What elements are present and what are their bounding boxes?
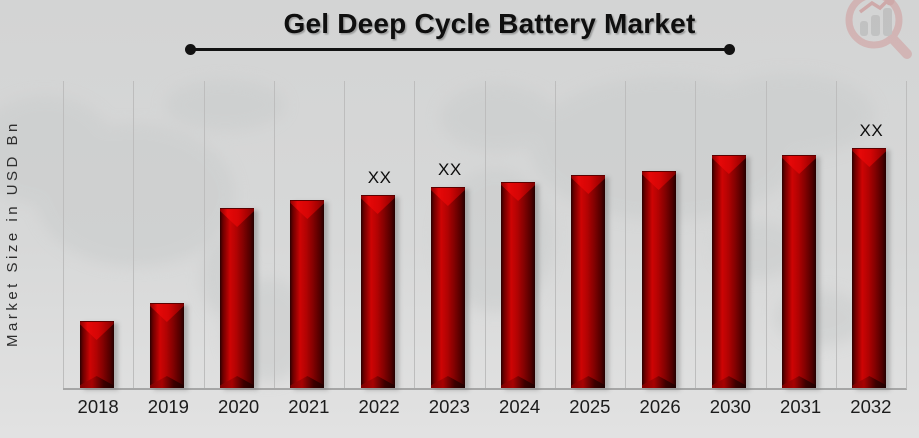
chart-title: Gel Deep Cycle Battery Market — [283, 8, 696, 39]
x-axis-label-2020: 2020 — [218, 396, 260, 417]
x-axis-label-2031: 2031 — [780, 396, 822, 417]
title-underline — [185, 44, 735, 55]
bar-2030 — [711, 155, 746, 388]
chart-column-2018 — [63, 81, 133, 388]
x-axis-label-2019: 2019 — [147, 396, 189, 417]
x-axis-label-2022: 2022 — [358, 396, 400, 417]
chart-column-2021 — [273, 81, 344, 388]
x-axis-label-2030: 2030 — [709, 396, 751, 417]
bar-2023 — [430, 187, 465, 388]
chart-column-2030 — [695, 81, 765, 388]
chart-column-2032: XX — [835, 81, 906, 388]
chart-column-2019 — [133, 81, 203, 388]
bar-2024 — [501, 182, 536, 388]
x-axis-label-2023: 2023 — [428, 396, 470, 417]
bar-2026 — [641, 171, 676, 388]
underline-dot-right-icon — [724, 44, 735, 55]
x-axis-label-2025: 2025 — [569, 396, 611, 417]
chart-column-2031 — [765, 81, 836, 388]
x-axis-label-2018: 2018 — [77, 396, 119, 417]
underline-dot-left-icon — [185, 44, 196, 55]
bar-2032 — [852, 148, 887, 388]
x-axis-label-2026: 2026 — [639, 396, 681, 417]
chart-column-2026 — [625, 81, 695, 388]
chart-column-2024 — [484, 81, 555, 388]
plot-area: XX XX XX — [63, 81, 907, 390]
bar-value-label-2023: XX — [438, 160, 462, 179]
x-axis-label-2032: 2032 — [850, 396, 892, 417]
chart-column-2020 — [203, 81, 274, 388]
chart-column-2022: XX — [344, 81, 414, 388]
bar-2031 — [782, 155, 817, 388]
market-research-magnifier-logo-icon — [845, 0, 912, 59]
bar-2019 — [149, 303, 184, 388]
bar-value-label-2022: XX — [367, 168, 392, 187]
bar-2018 — [79, 321, 114, 388]
bar-2022 — [360, 195, 395, 388]
bar-2021 — [290, 200, 325, 388]
x-axis: 2018 2019 2020 2021 2022 2023 2024 2025 2026 2030… — [63, 396, 906, 418]
bar-2025 — [571, 175, 606, 388]
bar-2020 — [220, 208, 255, 388]
chart-column-2023: XX — [414, 81, 484, 388]
bar-value-label-2032: XX — [859, 121, 884, 140]
y-axis-label: Market Size in USD Bn — [4, 120, 21, 348]
x-axis-label-2024: 2024 — [499, 396, 541, 417]
chart-column-2025 — [554, 81, 625, 388]
x-axis-label-2021: 2021 — [288, 396, 330, 417]
